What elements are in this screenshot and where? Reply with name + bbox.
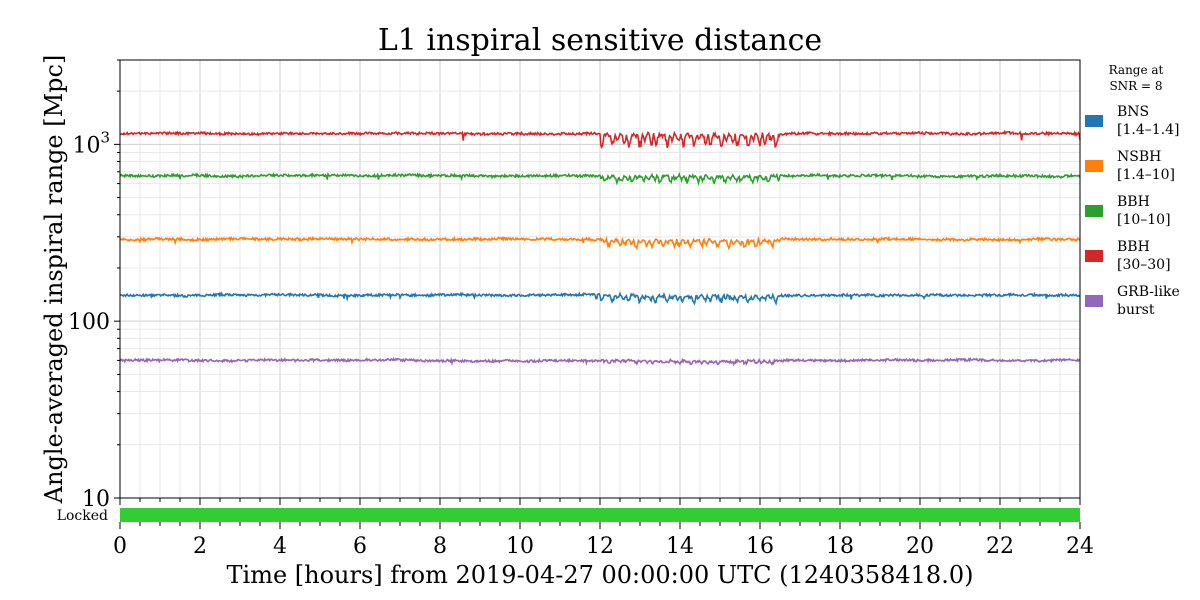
state-bar-label: Locked <box>57 508 108 524</box>
legend-label: NSBH [1.4–10] <box>1117 148 1176 183</box>
x-tick-label: 4 <box>273 534 287 559</box>
x-tick-label: 6 <box>353 534 367 559</box>
legend-swatch <box>1085 204 1103 217</box>
state-bar <box>120 508 1080 522</box>
state-bar-segment <box>120 508 1080 522</box>
legend-swatch <box>1085 294 1103 307</box>
legend-label: BNS [1.4–1.4] <box>1117 103 1180 138</box>
x-tick-label: 18 <box>826 534 854 559</box>
legend-label: GRB-like burst <box>1117 283 1180 318</box>
legend-item-4: BBH [30–30] <box>1085 233 1197 278</box>
legend-swatch <box>1085 249 1103 262</box>
x-tick-label: 2 <box>193 534 207 559</box>
x-tick-label: 10 <box>506 534 534 559</box>
series-line-4 <box>119 129 1081 149</box>
legend-item-5: GRB-like burst <box>1085 278 1197 323</box>
y-axis-ticks: 10 100 103 <box>68 59 120 512</box>
x-axis-ticks: 0 2 4 6 8 10 12 14 16 18 20 22 24 <box>113 498 1094 559</box>
x-tick-label: 14 <box>666 534 694 559</box>
x-tick-label: 16 <box>746 534 774 559</box>
y-axis-label: Angle-averaged inspiral range [Mpc] <box>40 55 68 505</box>
series-line-2 <box>119 235 1081 251</box>
series-line-1 <box>119 291 1081 306</box>
x-axis-label: Time [hours] from 2019-04-27 00:00:00 UT… <box>227 561 974 589</box>
legend-title-line1: Range at <box>1108 63 1164 77</box>
legend-label: BBH [10–10] <box>1117 193 1171 228</box>
legend-swatch <box>1085 114 1103 127</box>
legend-title: Range at SNR = 8 <box>1085 62 1197 94</box>
x-tick-label: 24 <box>1066 534 1094 559</box>
x-tick-label: 22 <box>986 534 1014 559</box>
legend: Range at SNR = 8 BNS [1.4–1.4] NSBH [1.4–10… <box>1085 62 1197 323</box>
legend-item-1: BNS [1.4–1.4] <box>1085 98 1197 143</box>
y-tick-label: 10 <box>82 487 110 512</box>
legend-items: BNS [1.4–1.4] NSBH [1.4–10] BBH [10–10] BBH [30… <box>1085 98 1197 323</box>
legend-item-2: NSBH [1.4–10] <box>1085 143 1197 188</box>
x-tick-label: 12 <box>586 534 614 559</box>
grid <box>120 60 1080 498</box>
legend-title-line2: SNR = 8 <box>1109 79 1163 93</box>
x-tick-label: 0 <box>113 534 127 559</box>
x-tick-label: 8 <box>433 534 447 559</box>
legend-item-3: BBH [10–10] <box>1085 188 1197 233</box>
legend-swatch <box>1085 159 1103 172</box>
series-line-3 <box>119 171 1081 187</box>
series-line-5 <box>119 356 1081 367</box>
series-lines <box>119 129 1081 367</box>
y-tick-label: 103 <box>72 128 110 158</box>
x-tick-label: 20 <box>906 534 934 559</box>
legend-label: BBH [30–30] <box>1117 238 1171 273</box>
chart-title: L1 inspiral sensitive distance <box>378 23 822 58</box>
y-tick-label: 100 <box>68 310 110 335</box>
